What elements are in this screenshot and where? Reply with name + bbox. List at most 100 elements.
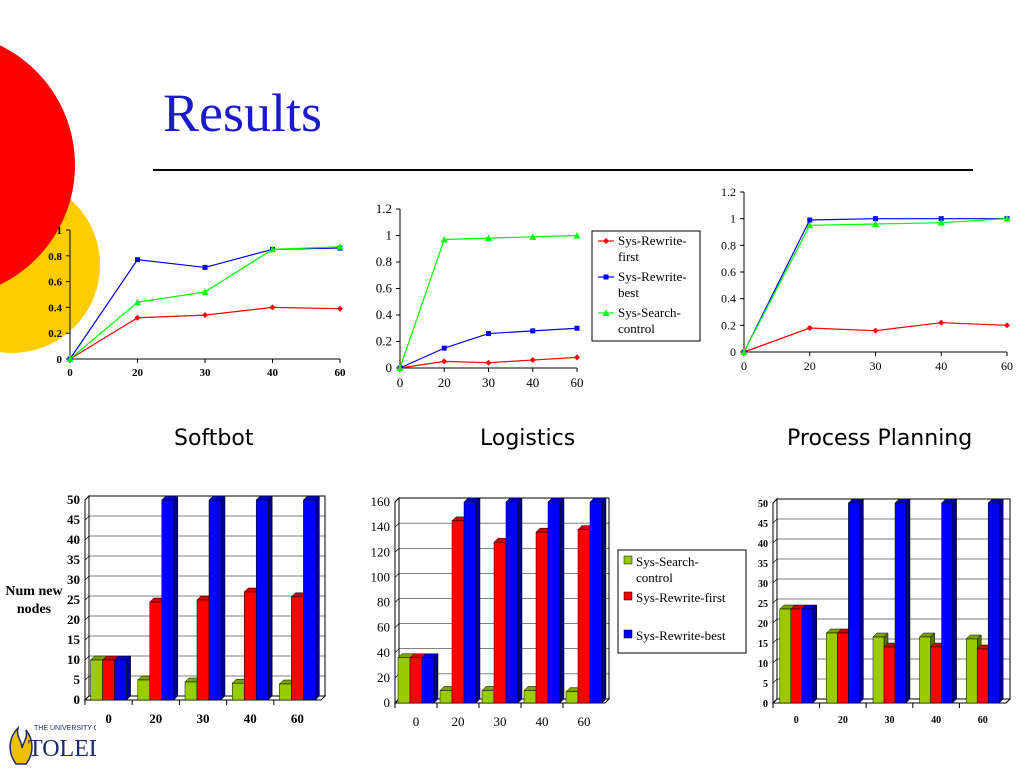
y-tick-label: 0.6 [48, 277, 62, 289]
point-search_control [66, 355, 74, 362]
y-tick-label: 0.4 [48, 302, 62, 314]
x-tick-label: 30 [197, 711, 210, 726]
bar-side-rewrite_best [812, 604, 818, 704]
series-line-rewrite_best [69, 247, 341, 360]
bar-search_control [279, 683, 292, 701]
logo-flame-icon [9, 725, 33, 765]
gridline-side [84, 695, 90, 701]
bar-rewrite_first [930, 646, 942, 704]
gridline-side [394, 548, 400, 553]
bar-rewrite_first [102, 659, 115, 701]
x-tick-label: 0 [741, 359, 747, 373]
point-rewrite_first [574, 354, 580, 361]
legend-label: Sys-Rewrite- [618, 233, 687, 248]
x-tick-label: 60 [978, 715, 988, 726]
bar-rewrite_first [451, 520, 465, 704]
caption-process-planning: Process Planning [787, 426, 973, 451]
gridline-side [394, 648, 400, 653]
x-tick-label: 60 [571, 375, 584, 390]
y-tick-label: 140 [371, 519, 391, 534]
bar-side-rewrite_best [859, 498, 864, 704]
y-tick-label: 40 [67, 532, 80, 547]
y-tick-label: 30 [758, 579, 768, 590]
y-tick-label: 0.4 [721, 292, 736, 306]
point-search_control [1003, 215, 1011, 222]
x-tick-label: 0 [67, 367, 73, 379]
y-tick-label: 1 [57, 225, 63, 237]
bar-search_control [184, 681, 198, 701]
legend-swatch [623, 555, 633, 565]
bar-rewrite_best [255, 499, 269, 701]
bar-rewrite_best [303, 499, 316, 701]
logistics-line-chart: 0 0.2 0.4 0.6 0.8 1 1.2 0 20 30 40 60 Sys-Rewrite-fi… [376, 201, 701, 390]
x-tick-label: 40 [526, 375, 539, 390]
bar-rewrite_best [801, 608, 814, 704]
gridline-side [772, 618, 778, 624]
bar-rewrite_first [535, 531, 549, 704]
x-tick-label: 30 [200, 367, 212, 379]
bar-side-rewrite_best [433, 653, 439, 704]
bar-side-rewrite_best [905, 498, 911, 704]
gridline-side [394, 598, 400, 603]
bar-rewrite_best [941, 502, 953, 704]
bar-rewrite_first [976, 648, 989, 704]
gridline-side [772, 658, 778, 664]
x-tick-label: 0 [794, 715, 799, 726]
y-tick-label: 0 [763, 699, 768, 710]
legend-label: first [618, 249, 639, 264]
gridline-side [84, 675, 90, 681]
legend-swatch [623, 629, 633, 639]
bar-rewrite_best [848, 502, 860, 704]
legend-label: Sys-Rewrite- [618, 269, 687, 284]
y-tick-label: 35 [67, 552, 81, 567]
y-tick-label: 25 [67, 592, 81, 607]
bar-rewrite_best [421, 657, 435, 704]
x-tick-label: 20 [132, 367, 144, 379]
y-tick-label: 0 [384, 695, 391, 710]
point-search_control [872, 220, 879, 227]
point-rewrite_best [574, 325, 580, 331]
bar-search_control [565, 691, 579, 704]
bar-search_control [919, 636, 931, 704]
title-divider [153, 169, 973, 171]
point-rewrite_best [441, 345, 447, 351]
point-rewrite_first [202, 312, 208, 319]
gridline-side [772, 638, 778, 644]
y-tick-label: 30 [67, 572, 80, 587]
y-tick-label: 10 [758, 659, 768, 670]
y-tick-label: 0 [74, 692, 81, 707]
bar-rewrite_first [577, 529, 591, 704]
x-tick-label: 40 [267, 367, 279, 379]
gridline-side [84, 575, 90, 581]
bar-rewrite_first [493, 541, 507, 704]
legend-box [591, 230, 701, 342]
gridline-side [394, 497, 400, 503]
x-tick-label: 20 [804, 359, 816, 373]
y-tick-label: 0 [386, 360, 393, 375]
y-tick-label: 1 [386, 228, 393, 243]
bar-search_control [231, 682, 245, 701]
point-search_control [529, 233, 537, 240]
legend-marker [602, 309, 610, 316]
point-search_control [937, 219, 945, 226]
x-tick-label: 60 [335, 367, 347, 379]
x-tick-label: 20 [838, 715, 848, 726]
point-search_control [740, 348, 748, 355]
red-circle [0, 45, 75, 285]
gridline-side [84, 615, 90, 621]
decorative-circles [0, 45, 100, 353]
y-tick-label: 25 [758, 599, 768, 610]
bar-side-rewrite_best [601, 497, 607, 704]
point-search_control [134, 298, 141, 306]
point-search_control [806, 221, 814, 229]
y-tick-label: 5 [74, 672, 81, 687]
x-tick-label: 40 [536, 714, 549, 729]
bar-rewrite_first [409, 657, 423, 704]
bar-rewrite_first [883, 646, 896, 704]
y-tick-label: 100 [371, 569, 391, 584]
gridline-side [772, 538, 778, 544]
x-tick-label: 30 [482, 375, 495, 390]
logo-line-2: TOLEDO [28, 736, 96, 762]
x-tick-label: 0 [397, 375, 404, 390]
x-tick-label: 0 [105, 711, 112, 726]
